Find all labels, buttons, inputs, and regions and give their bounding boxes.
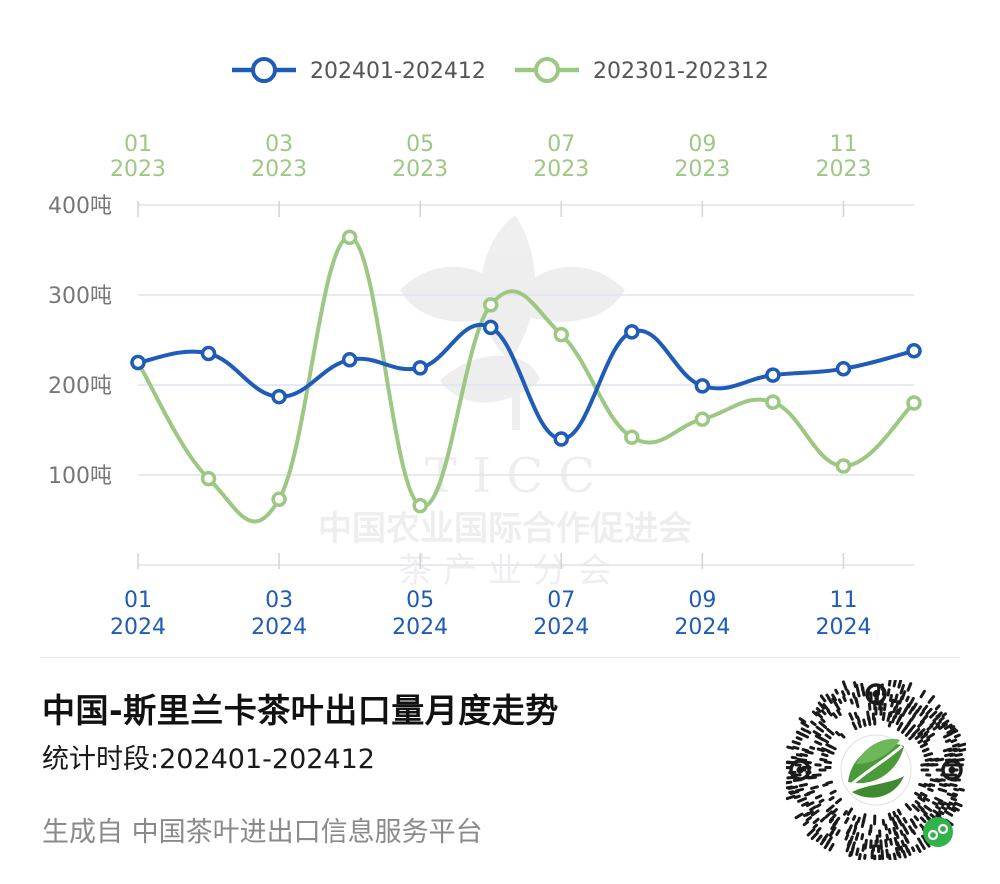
- top-tick-month-09: 09: [688, 132, 716, 157]
- point-202401-202412-09: [694, 378, 711, 394]
- point-202401-202412-12: [906, 343, 922, 359]
- point-202401-202412-08: [624, 324, 640, 340]
- top-tick-month-03: 03: [265, 132, 293, 157]
- point-202401-202412-06: [482, 319, 499, 336]
- top-tick-year-11: 2023: [815, 157, 871, 182]
- point-202401-202412-04: [341, 352, 358, 368]
- watermark: T I C C 中国农业国际合作促进会 茶 产 业 分 会: [318, 215, 692, 591]
- bottom-tick-year-03: 2024: [251, 615, 307, 640]
- series-group: [130, 229, 922, 524]
- top-tick-year-01: 2023: [110, 157, 166, 182]
- tea-leaf-logo-icon: [840, 734, 912, 806]
- point-202301-202312-10: [765, 394, 781, 410]
- point-202401-202412-03: [271, 388, 287, 405]
- legend-swatch-marker: [534, 57, 560, 83]
- qr-code-pattern: [786, 680, 966, 860]
- point-202301-202312-03: [271, 491, 287, 508]
- bottom-tick-month-11: 11: [829, 588, 857, 613]
- top-tick-month-07: 07: [547, 132, 575, 157]
- point-202301-202312-11: [835, 458, 852, 474]
- chart-title: 中国-斯里兰卡茶叶出口量月度走势: [42, 691, 559, 730]
- point-202301-202312-07: [553, 326, 570, 343]
- legend-swatch-marker: [251, 57, 277, 83]
- qr-code-icon[interactable]: [786, 680, 966, 860]
- point-202301-202312-08: [624, 429, 640, 445]
- y-tick-label-100: 100吨: [48, 464, 112, 489]
- point-202301-202312-12: [906, 395, 922, 411]
- bottom-tick-month-07: 07: [547, 588, 575, 613]
- watermark-letters: T I C C: [425, 448, 595, 504]
- y-axis-labels: 100吨 200吨 300吨 400吨: [48, 194, 112, 489]
- legend-item-202301-202312[interactable]: 202301-202312: [515, 57, 769, 84]
- point-202301-202312-04: [341, 229, 358, 246]
- top-tick-month-11: 11: [829, 132, 857, 157]
- point-202401-202412-05: [412, 360, 428, 376]
- mini-program-badge-icon: [923, 817, 953, 847]
- y-tick-label-300: 300吨: [48, 284, 112, 309]
- y-tick-label-400: 400吨: [48, 194, 112, 219]
- axis-ticks: [137, 201, 845, 569]
- point-202401-202412-02: [200, 345, 217, 362]
- bottom-tick-month-03: 03: [265, 588, 293, 613]
- top-tick-month-01: 01: [124, 132, 152, 157]
- point-202301-202312-02: [200, 470, 217, 487]
- watermark-branch: 茶 产 业 分 会: [398, 551, 611, 591]
- bottom-tick-month-09: 09: [688, 588, 716, 613]
- bottom-tick-month-05: 05: [406, 588, 434, 613]
- chart: T I C C 中国农业国际合作促进会 茶 产 业 分 会 0120230320…: [48, 57, 922, 640]
- top-tick-year-09: 2023: [674, 157, 730, 182]
- bottom-tick-year-01: 2024: [110, 615, 166, 640]
- legend-label: 202301-202312: [593, 59, 769, 84]
- source-label: 生成自 中国茶叶进出口信息服务平台: [42, 817, 483, 848]
- point-202301-202312-09: [694, 411, 711, 427]
- point-202301-202312-06: [482, 297, 499, 313]
- top-tick-year-07: 2023: [533, 157, 589, 182]
- period-label: 统计时段:202401-202412: [42, 744, 375, 775]
- bottom-tick-month-01: 01: [124, 588, 152, 613]
- top-tick-year-05: 2023: [392, 157, 448, 182]
- legend-item-202401-202412[interactable]: 202401-202412: [232, 57, 486, 84]
- bottom-tick-year-05: 2024: [392, 615, 448, 640]
- point-202301-202312-05: [412, 497, 428, 514]
- y-tick-label-200: 200吨: [48, 374, 112, 399]
- point-202401-202412-10: [765, 367, 781, 383]
- bottom-tick-year-07: 2024: [533, 615, 589, 640]
- bottom-tick-year-09: 2024: [674, 615, 730, 640]
- point-202401-202412-07: [553, 431, 570, 447]
- top-tick-month-05: 05: [406, 132, 434, 157]
- watermark-org: 中国农业国际合作促进会: [318, 509, 692, 549]
- legend[interactable]: 202401-202412 202301-202312: [232, 57, 769, 84]
- bottom-tick-year-11: 2024: [815, 615, 871, 640]
- top-tick-year-03: 2023: [251, 157, 307, 182]
- point-202401-202412-11: [835, 361, 852, 377]
- divider: [40, 657, 960, 658]
- legend-label: 202401-202412: [310, 59, 486, 84]
- point-202401-202412-01: [130, 354, 146, 371]
